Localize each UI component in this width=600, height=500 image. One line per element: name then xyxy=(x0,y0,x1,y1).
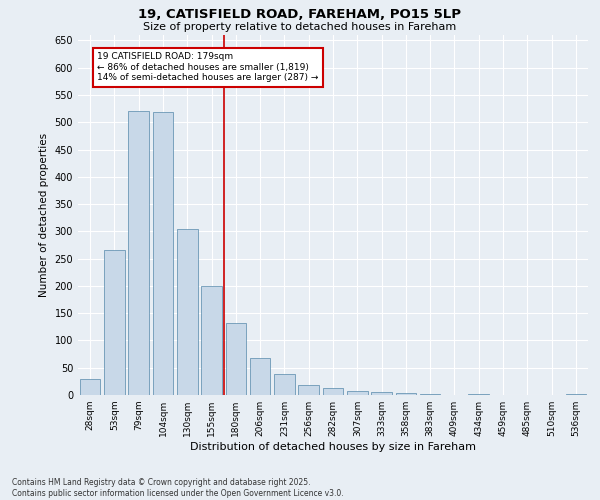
Bar xyxy=(566,394,586,395)
Y-axis label: Number of detached properties: Number of detached properties xyxy=(39,133,49,297)
Text: 19, CATISFIELD ROAD, FAREHAM, PO15 5LP: 19, CATISFIELD ROAD, FAREHAM, PO15 5LP xyxy=(139,8,461,20)
Bar xyxy=(128,112,149,395)
Bar xyxy=(323,388,343,395)
Bar xyxy=(80,378,100,395)
Bar xyxy=(420,394,440,395)
Bar xyxy=(201,286,222,395)
Text: Size of property relative to detached houses in Fareham: Size of property relative to detached ho… xyxy=(143,22,457,32)
Bar xyxy=(152,112,173,395)
Bar xyxy=(371,392,392,395)
Bar xyxy=(274,374,295,395)
Bar xyxy=(395,393,416,395)
Bar xyxy=(250,358,271,395)
Bar xyxy=(104,250,125,395)
X-axis label: Distribution of detached houses by size in Fareham: Distribution of detached houses by size … xyxy=(190,442,476,452)
Bar xyxy=(469,394,489,395)
Bar xyxy=(298,385,319,395)
Bar xyxy=(177,228,197,395)
Text: Contains HM Land Registry data © Crown copyright and database right 2025.
Contai: Contains HM Land Registry data © Crown c… xyxy=(12,478,344,498)
Bar xyxy=(347,390,368,395)
Bar xyxy=(226,323,246,395)
Text: 19 CATISFIELD ROAD: 179sqm
← 86% of detached houses are smaller (1,819)
14% of s: 19 CATISFIELD ROAD: 179sqm ← 86% of deta… xyxy=(97,52,319,82)
